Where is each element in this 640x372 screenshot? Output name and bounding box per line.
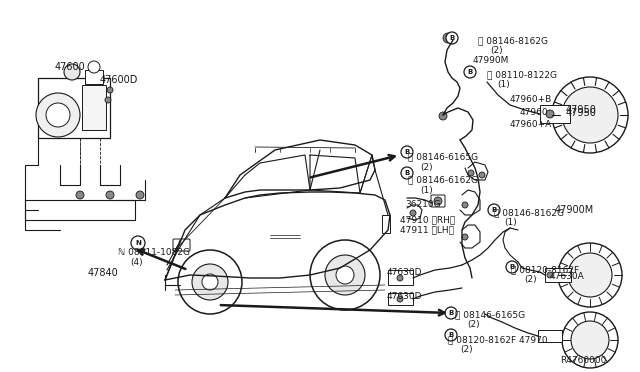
Circle shape [558, 243, 622, 307]
Text: 47960: 47960 [520, 108, 548, 117]
Text: 47630A: 47630A [550, 272, 585, 281]
Circle shape [464, 66, 476, 78]
Circle shape [397, 275, 403, 281]
Circle shape [397, 296, 403, 302]
Text: 47630D: 47630D [387, 292, 422, 301]
Circle shape [410, 210, 416, 216]
Text: (1): (1) [420, 186, 433, 195]
Text: Ⓑ 08146-8162G: Ⓑ 08146-8162G [478, 36, 548, 45]
Circle shape [46, 103, 70, 127]
Text: 47630D: 47630D [387, 268, 422, 277]
Circle shape [64, 64, 80, 80]
Circle shape [446, 32, 458, 44]
Circle shape [434, 197, 442, 205]
Text: B: B [449, 332, 454, 338]
Text: (2): (2) [467, 320, 479, 329]
Circle shape [462, 234, 468, 240]
Text: 47910 〈RH〉: 47910 〈RH〉 [400, 215, 455, 224]
Text: N: N [135, 240, 141, 246]
Text: 47950: 47950 [566, 105, 597, 115]
Text: (2): (2) [460, 345, 472, 354]
Text: (4): (4) [130, 258, 143, 267]
FancyBboxPatch shape [388, 293, 413, 305]
Text: B: B [449, 310, 454, 316]
Circle shape [445, 329, 457, 341]
Circle shape [76, 191, 84, 199]
Text: B: B [492, 207, 497, 213]
Text: Ⓑ 08146-8162G: Ⓑ 08146-8162G [494, 208, 564, 217]
Text: Ⓑ 08146-6162G: Ⓑ 08146-6162G [408, 175, 478, 184]
Circle shape [571, 321, 609, 359]
Text: 47600: 47600 [55, 62, 86, 72]
Text: B: B [449, 35, 454, 41]
Circle shape [552, 77, 628, 153]
Circle shape [105, 97, 111, 103]
FancyBboxPatch shape [538, 330, 562, 342]
Text: Ⓑ 08120-8162F 47970: Ⓑ 08120-8162F 47970 [448, 335, 548, 344]
Text: B: B [404, 149, 410, 155]
Text: 36210G: 36210G [405, 200, 440, 209]
Circle shape [401, 167, 413, 179]
FancyBboxPatch shape [173, 239, 190, 251]
Text: (2): (2) [420, 163, 433, 172]
Circle shape [107, 87, 113, 93]
Text: 47600D: 47600D [100, 75, 138, 85]
Circle shape [202, 274, 218, 290]
Circle shape [562, 312, 618, 368]
FancyBboxPatch shape [431, 195, 445, 207]
Text: 47900M: 47900M [555, 205, 595, 215]
Text: 47990M: 47990M [473, 56, 509, 65]
Circle shape [325, 255, 365, 295]
Circle shape [336, 266, 354, 284]
Text: 47950: 47950 [566, 108, 597, 118]
Circle shape [310, 240, 380, 310]
FancyBboxPatch shape [545, 268, 571, 282]
Text: B: B [509, 264, 515, 270]
Text: Ⓑ 08146-6165G: Ⓑ 08146-6165G [408, 152, 478, 161]
Circle shape [401, 146, 413, 158]
FancyBboxPatch shape [85, 70, 103, 84]
Circle shape [468, 170, 474, 176]
FancyBboxPatch shape [540, 105, 570, 123]
Circle shape [568, 253, 612, 297]
Text: Ⓑ 08146-6165G: Ⓑ 08146-6165G [455, 310, 525, 319]
FancyBboxPatch shape [382, 215, 390, 233]
Text: (1): (1) [497, 80, 509, 89]
Circle shape [136, 191, 144, 199]
Text: 47840: 47840 [88, 268, 119, 278]
Text: (2): (2) [490, 46, 502, 55]
Text: 47960+A: 47960+A [510, 120, 552, 129]
Circle shape [506, 261, 518, 273]
Text: ℕ 08911-1082G: ℕ 08911-1082G [118, 248, 190, 257]
Circle shape [88, 61, 100, 73]
Text: (1): (1) [504, 218, 516, 227]
Text: (2): (2) [524, 275, 536, 284]
Text: B: B [467, 69, 472, 75]
Circle shape [546, 110, 554, 118]
FancyBboxPatch shape [38, 78, 110, 138]
Circle shape [178, 250, 242, 314]
Circle shape [445, 307, 457, 319]
Circle shape [439, 112, 447, 120]
Circle shape [192, 264, 228, 300]
Circle shape [36, 93, 80, 137]
Circle shape [479, 172, 485, 178]
FancyBboxPatch shape [388, 270, 413, 285]
Text: R4760000: R4760000 [560, 356, 606, 365]
Circle shape [106, 191, 114, 199]
Circle shape [488, 204, 500, 216]
Text: 47960+B: 47960+B [510, 95, 552, 104]
Circle shape [131, 236, 145, 250]
Text: Ⓑ 08120-8162F: Ⓑ 08120-8162F [511, 265, 579, 274]
Circle shape [547, 272, 553, 278]
Text: 47911 〈LH〉: 47911 〈LH〉 [400, 225, 454, 234]
Circle shape [443, 33, 453, 43]
Text: Ⓑ 08110-8122G: Ⓑ 08110-8122G [487, 70, 557, 79]
Circle shape [462, 202, 468, 208]
Text: B: B [404, 170, 410, 176]
Circle shape [562, 87, 618, 143]
FancyBboxPatch shape [82, 85, 106, 130]
